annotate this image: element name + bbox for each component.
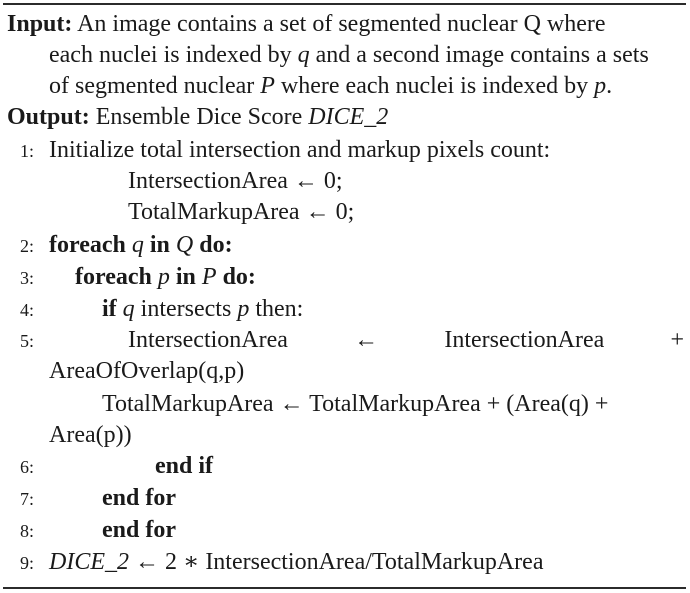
step-5-rhs: IntersectionArea xyxy=(444,327,605,353)
step-5-number: 5: xyxy=(19,331,34,351)
input-line-3: of segmented nuclear P where each nuclei… xyxy=(49,71,612,101)
step-1b-text: TotalMarkupArea ← 0; xyxy=(128,199,355,225)
step-4-tail: then: xyxy=(255,296,304,322)
step-4-var-p: p xyxy=(237,296,250,322)
input-line-1: Input: An image contains a set of segmen… xyxy=(7,9,606,39)
step-2-keyword-do: do: xyxy=(199,232,233,258)
input-var-q: q xyxy=(297,42,310,68)
step-7-number: 7: xyxy=(19,489,34,509)
step-4-number: 4: xyxy=(19,300,34,320)
input-text-2a: each nuclei is indexed by xyxy=(49,42,298,68)
step-2-set: Q xyxy=(175,232,194,258)
input-label: Input: xyxy=(7,11,73,37)
input-line-2: each nuclei is indexed by q and a second… xyxy=(49,40,649,70)
step-1-number: 1: xyxy=(19,141,34,161)
step-2-text: foreach q in Q do: xyxy=(49,230,233,260)
step-5-lhs: IntersectionArea xyxy=(128,327,288,353)
output-text: Ensemble Dice Score xyxy=(95,104,309,130)
step-3-keyword-in: in xyxy=(175,264,196,290)
step-1-text: Initialize total intersection and markup… xyxy=(49,137,551,163)
input-var-p: p xyxy=(594,73,607,99)
top-rule xyxy=(3,3,686,5)
step-7-text: end for xyxy=(102,485,176,511)
step-3-var: p xyxy=(157,264,170,290)
step-8-text: end for xyxy=(102,517,176,543)
step-4-mid: intersects xyxy=(140,296,232,322)
step-5-arrow: ← xyxy=(354,327,379,353)
step-5-line-1: IntersectionArea ← IntersectionArea + xyxy=(128,325,684,355)
step-2-number: 2: xyxy=(19,236,34,256)
step-2-keyword-foreach: foreach xyxy=(49,232,126,258)
input-text-1: An image contains a set of segmented nuc… xyxy=(77,11,606,37)
step-6-text: end if xyxy=(155,453,214,479)
step-2-var: q xyxy=(131,232,144,258)
step-3-text: foreach p in P do: xyxy=(75,262,256,292)
step-9-expression: ← 2 ∗ IntersectionArea/TotalMarkupArea xyxy=(129,549,544,575)
step-9-text: DICE_2 ← 2 ∗ IntersectionArea/TotalMarku… xyxy=(49,547,543,577)
step-8-number: 8: xyxy=(19,521,34,541)
output-var: DICE_2 xyxy=(308,104,389,130)
step-5-line-2: AreaOfOverlap(q,p) xyxy=(49,358,245,384)
step-2-keyword-in: in xyxy=(149,232,170,258)
step-4-var-q: q xyxy=(122,296,135,322)
input-var-P: P xyxy=(260,73,275,99)
step-3-keyword-foreach: foreach xyxy=(75,264,152,290)
step-4-keyword-if: if xyxy=(102,296,117,322)
step-9-number: 9: xyxy=(19,553,34,573)
input-text-3b: where each nuclei is indexed by xyxy=(274,73,595,99)
input-text-3c: . xyxy=(606,73,613,99)
output-line: Output: Ensemble Dice Score DICE_2 xyxy=(7,102,388,132)
step-3-number: 3: xyxy=(19,268,34,288)
step-6-number: 6: xyxy=(19,457,34,477)
step-1a-text: IntersectionArea ← 0; xyxy=(128,168,343,194)
step-5-plus: + xyxy=(670,327,684,353)
step-4-text: if q intersects p then: xyxy=(102,294,303,324)
step-5b-line-2: Area(p)) xyxy=(49,422,132,448)
step-9-var: DICE_2 xyxy=(49,549,129,575)
bottom-rule xyxy=(3,587,686,589)
step-3-set: P xyxy=(201,264,217,290)
step-3-keyword-do: do: xyxy=(222,264,256,290)
output-label: Output: xyxy=(7,104,90,130)
input-text-3a: of segmented nuclear xyxy=(49,73,261,99)
step-5b-line-1: TotalMarkupArea ← TotalMarkupArea + (Are… xyxy=(102,391,609,417)
input-text-2b: and a second image contains a sets xyxy=(309,42,649,68)
